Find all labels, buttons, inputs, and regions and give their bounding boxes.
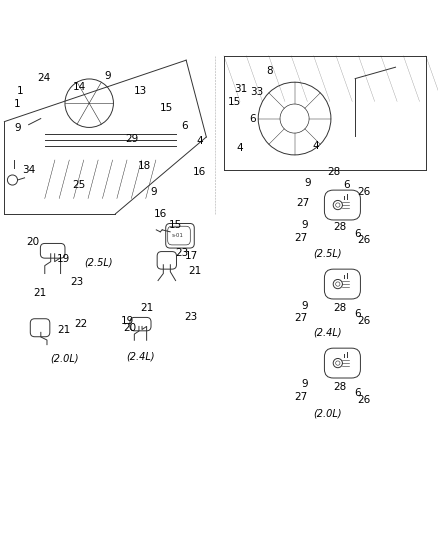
Text: 6: 6 (353, 229, 360, 239)
Text: 26: 26 (357, 235, 370, 245)
Text: 15: 15 (160, 103, 173, 114)
Text: 8: 8 (266, 66, 273, 76)
Text: 9: 9 (301, 379, 308, 389)
Text: 14: 14 (72, 82, 85, 92)
Text: 31: 31 (233, 84, 247, 94)
Text: 27: 27 (293, 233, 307, 243)
Text: 9: 9 (301, 301, 308, 311)
Text: 1: 1 (14, 99, 21, 109)
Text: (2.0L): (2.0L) (312, 409, 340, 418)
Text: 26: 26 (357, 187, 370, 197)
Text: 20: 20 (123, 323, 136, 333)
Text: 9: 9 (150, 187, 157, 197)
Text: 23: 23 (175, 248, 188, 259)
Text: 6: 6 (353, 388, 360, 398)
Text: 16: 16 (153, 209, 166, 219)
Text: 21: 21 (57, 325, 70, 335)
Text: 28: 28 (333, 382, 346, 392)
Text: (2.0L): (2.0L) (51, 354, 79, 364)
Text: 16: 16 (193, 167, 206, 177)
Text: 18: 18 (138, 160, 151, 171)
Text: (2.4L): (2.4L) (312, 327, 340, 337)
Text: 21: 21 (188, 266, 201, 276)
Text: 22: 22 (74, 319, 88, 328)
Text: 4: 4 (312, 141, 319, 151)
Text: 17: 17 (184, 251, 197, 261)
Text: 26: 26 (357, 317, 370, 326)
Text: 15: 15 (228, 97, 241, 107)
Text: 19: 19 (57, 254, 70, 264)
Text: 20: 20 (26, 237, 39, 247)
Text: 6: 6 (353, 309, 360, 319)
Text: 27: 27 (293, 313, 307, 324)
Text: 9: 9 (303, 178, 310, 188)
Text: 28: 28 (333, 222, 346, 232)
Text: 21: 21 (33, 288, 46, 298)
Text: (2.5L): (2.5L) (312, 248, 340, 259)
Text: 9: 9 (14, 123, 21, 133)
Text: 6: 6 (180, 121, 187, 131)
Text: 27: 27 (296, 198, 309, 208)
Text: 6: 6 (343, 180, 350, 190)
Text: 29: 29 (125, 134, 138, 144)
Text: (2.4L): (2.4L) (126, 351, 154, 361)
Text: 24: 24 (37, 72, 50, 83)
Text: 26: 26 (357, 395, 370, 406)
Text: 15: 15 (169, 220, 182, 230)
Text: 28: 28 (333, 303, 346, 313)
Text: 27: 27 (293, 392, 307, 402)
Text: 4: 4 (196, 136, 203, 147)
Text: 23: 23 (70, 277, 83, 287)
Text: 9: 9 (104, 70, 111, 80)
Text: 23: 23 (184, 312, 197, 322)
Text: 28: 28 (326, 167, 339, 177)
Text: 13: 13 (134, 86, 147, 96)
Text: (2.5L): (2.5L) (85, 258, 113, 268)
Text: 25: 25 (72, 180, 85, 190)
Text: 1: 1 (16, 86, 23, 96)
Text: 33: 33 (250, 87, 263, 97)
Text: 6: 6 (248, 115, 255, 124)
Text: 21: 21 (140, 303, 153, 313)
Text: s-01: s-01 (172, 233, 184, 238)
Text: 34: 34 (22, 165, 35, 175)
Text: 19: 19 (120, 317, 134, 326)
Text: 9: 9 (301, 220, 308, 230)
Text: 4: 4 (235, 143, 242, 153)
